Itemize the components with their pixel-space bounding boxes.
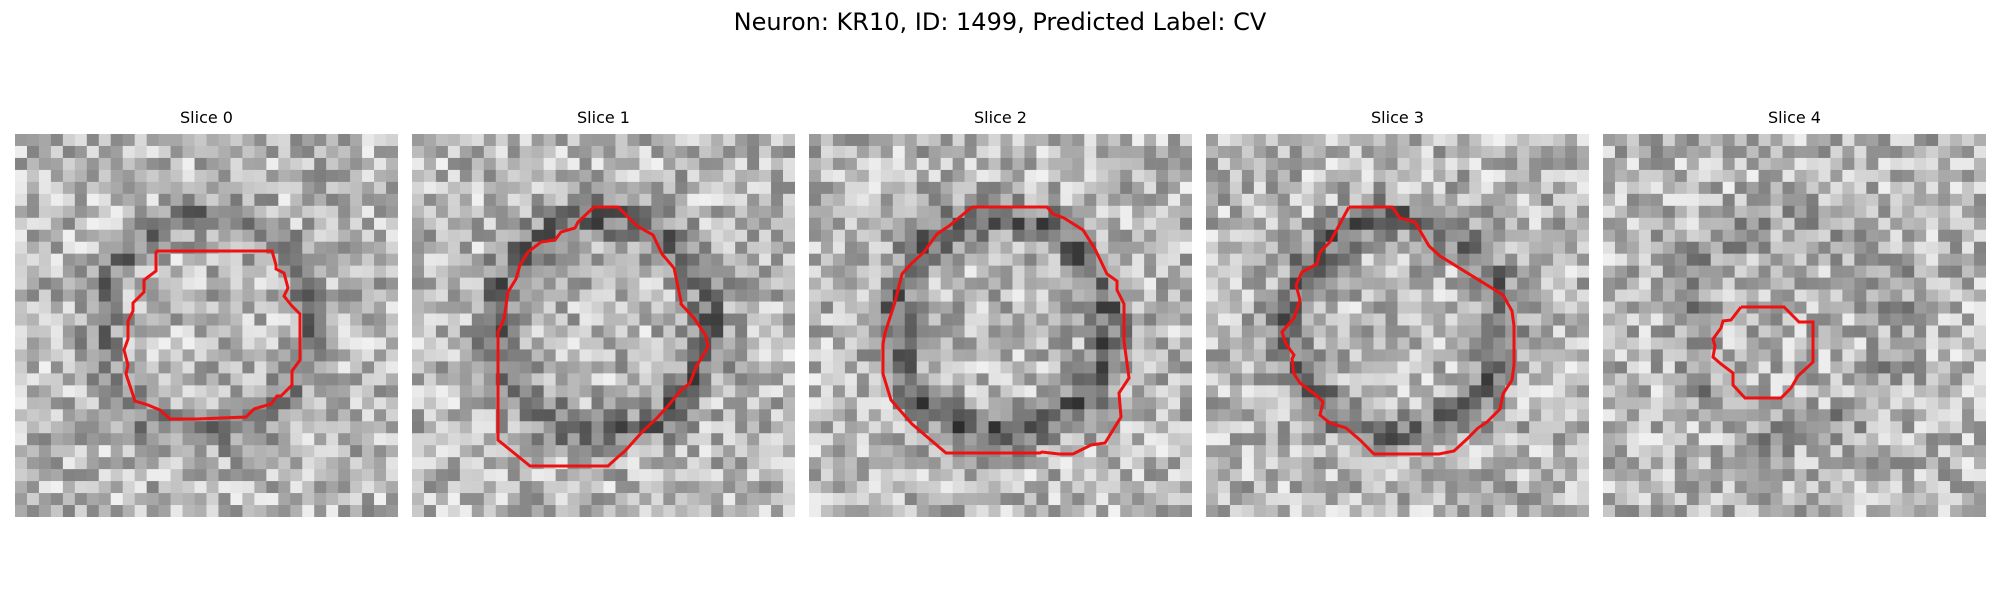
slice-panel-0: Slice 0 xyxy=(15,108,398,518)
slice-panel-3: Slice 3 xyxy=(1206,108,1589,518)
slice-panel-2: Slice 2 xyxy=(809,108,1192,518)
slice-title-2: Slice 2 xyxy=(974,108,1027,127)
figure-title: Neuron: KR10, ID: 1499, Predicted Label:… xyxy=(733,8,1267,36)
slice-image-0 xyxy=(15,134,398,517)
slice-title-0: Slice 0 xyxy=(180,108,233,127)
roi-outline-1 xyxy=(496,205,710,468)
roi-outline-0 xyxy=(122,249,302,421)
slice-title-3: Slice 3 xyxy=(1371,108,1424,127)
slice-image-4 xyxy=(1603,134,1986,517)
slice-image-1 xyxy=(412,134,795,517)
roi-outline-4 xyxy=(1711,305,1815,400)
slice-panel-4: Slice 4 xyxy=(1603,108,1986,518)
slice-title-4: Slice 4 xyxy=(1768,108,1821,127)
slice-panel-1: Slice 1 xyxy=(412,108,795,518)
slice-title-1: Slice 1 xyxy=(577,108,630,127)
slice-image-2 xyxy=(809,134,1192,517)
roi-outline-3 xyxy=(1280,205,1516,456)
slice-image-3 xyxy=(1206,134,1589,517)
roi-outline-2 xyxy=(881,205,1131,456)
